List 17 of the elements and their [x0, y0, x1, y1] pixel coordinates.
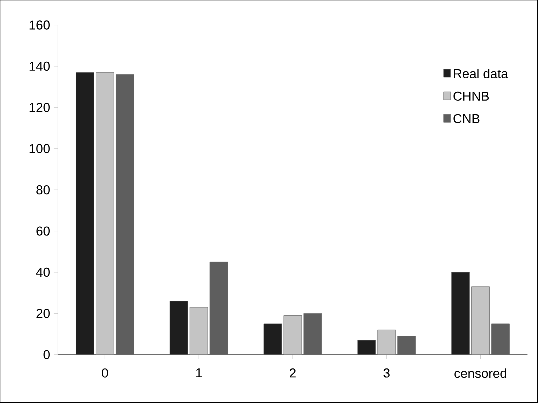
y-tick-label: 60	[36, 226, 50, 236]
y-tick-label: 0	[44, 350, 50, 360]
y-tick-label: 100	[30, 144, 50, 154]
y-tick-label: 140	[30, 62, 50, 71]
x-tick-label: 3	[384, 368, 390, 378]
legend-label: CHNB	[454, 92, 490, 101]
x-tick-label: 1	[196, 368, 202, 378]
x-tick-label: 2	[290, 368, 296, 378]
y-tick-label: 120	[30, 103, 50, 112]
x-tick-label: 0	[102, 368, 108, 378]
legend-label: CNB	[454, 114, 480, 124]
y-tick-label: 160	[30, 20, 50, 30]
y-tick-label: 20	[36, 309, 50, 318]
x-tick-label: censored	[454, 368, 507, 378]
y-tick-label: 80	[36, 185, 50, 195]
y-tick-label: 40	[36, 268, 50, 278]
legend-label: Real data	[454, 68, 508, 78]
